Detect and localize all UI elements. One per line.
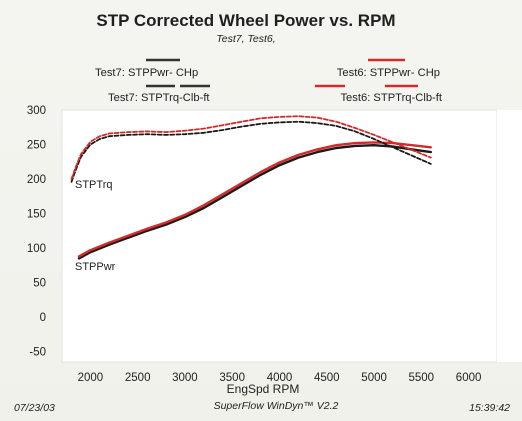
series-line-1 (77, 144, 432, 260)
x-tick-label: 5000 (361, 372, 387, 384)
curve-labels: STPTrq STPPwr (75, 179, 116, 273)
x-axis-title: EngSpd RPM (227, 382, 300, 396)
series-lines (70, 115, 432, 260)
y-tick-label: 50 (33, 278, 46, 290)
x-tick-label: 6000 (456, 372, 482, 384)
y-tick-label: 100 (27, 243, 46, 255)
series-line-4 (70, 115, 432, 180)
curve-label: STPTrq (75, 179, 113, 191)
y-tick-label: 0 (40, 312, 46, 324)
x-tick-label: 3000 (172, 372, 198, 384)
legend-label: Test6: STPTrq-Clb-ft (340, 92, 442, 104)
series-line-3 (70, 120, 432, 183)
legend-label: Test7: STPTrq-Clb-ft (108, 92, 210, 104)
curve-label: STPPwr (75, 261, 116, 273)
x-tick-label: 3500 (219, 372, 245, 384)
legend: Test7: STPPwr- CHp Test7: STPTrq-Clb-ft Te… (95, 58, 443, 104)
legend-label: Test6: STPPwr- CHp (337, 67, 440, 79)
footer-date: 07/23/03 (14, 402, 55, 414)
x-tick-label: 4500 (314, 372, 340, 384)
chart-subtitle: Test7, Test6, (216, 33, 275, 45)
x-axis: 2000 2500 3000 3500 4000 4500 5000 5500 6000 (78, 372, 482, 384)
footer-time: 15:39:42 (469, 402, 510, 414)
y-tick-label: 150 (27, 209, 46, 221)
footer-software: SuperFlow WinDyn™ V2.2 (214, 400, 339, 412)
y-tick-label: -50 (29, 347, 46, 359)
y-tick-label: 200 (27, 174, 46, 186)
x-tick-label: 2000 (78, 372, 104, 384)
chart-title: STP Corrected Wheel Power vs. RPM (96, 11, 395, 30)
white-panel (497, 110, 522, 362)
y-tick-label: 250 (27, 140, 46, 152)
series-line-2 (77, 141, 432, 258)
x-tick-label: 5500 (409, 372, 435, 384)
legend-label: Test7: STPPwr- CHp (95, 67, 198, 79)
x-tick-label: 2500 (125, 372, 151, 384)
y-axis: 300 250 200 150 100 50 0 -50 (27, 105, 46, 359)
y-tick-label: 300 (27, 105, 46, 117)
x-tick-label: 4000 (267, 372, 293, 384)
